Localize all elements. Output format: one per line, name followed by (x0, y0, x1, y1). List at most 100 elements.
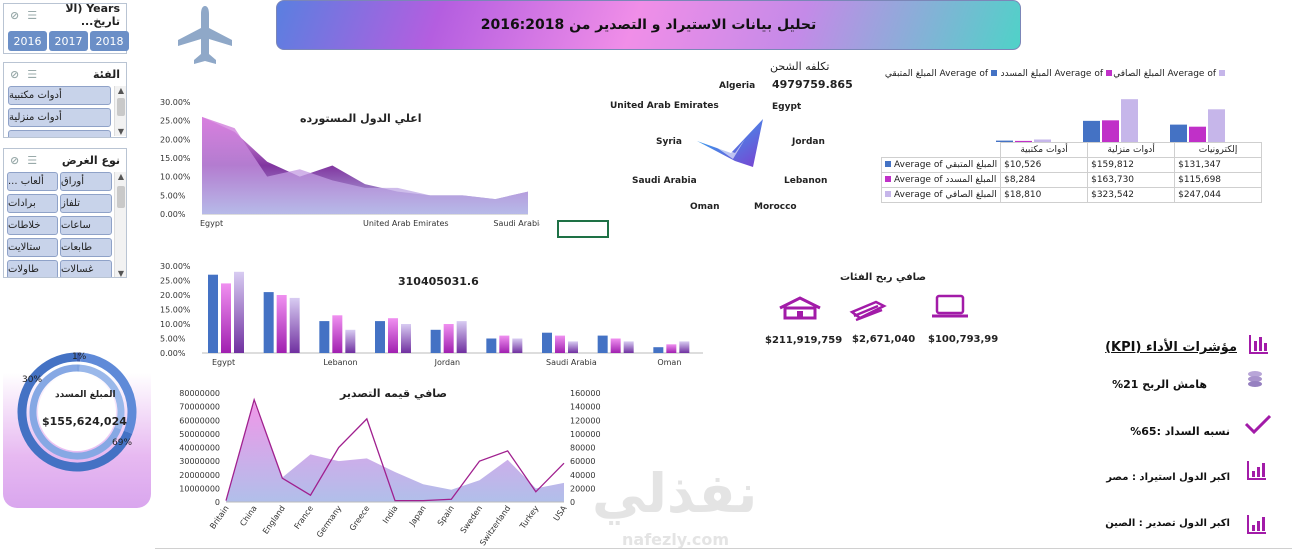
bar (332, 315, 343, 353)
purpose-item[interactable]: تلفاز (60, 194, 112, 213)
bar (1102, 120, 1119, 142)
category-office-item[interactable]: أدوات مكتبية (8, 86, 111, 105)
table-cell: $18,810 (1000, 187, 1089, 203)
map-country-label: Morocco (754, 202, 797, 212)
kpi-top-exporter: اكبر الدول تصدير : الصين (1105, 518, 1230, 529)
donut-outer-slice (80, 352, 137, 434)
title-banner: تحليل بيانات الاستيراد و التصدير من 2016… (276, 0, 1021, 50)
table-cell: $323,542 (1087, 187, 1176, 203)
table-cell: $8,284 (1000, 172, 1089, 188)
watermark-latin: nafezly.com (622, 530, 729, 549)
purpose-item[interactable]: ستالايت (7, 238, 58, 257)
laptop-icon (932, 294, 968, 318)
bar (1170, 124, 1187, 142)
export-line-series (225, 397, 565, 502)
bar (263, 292, 274, 353)
y-tick-label: 30.00% (160, 262, 191, 271)
table-cell: $115,698 (1174, 172, 1263, 188)
x-tick-label: Egypt (200, 219, 223, 228)
y-tick-label: 5.00% (160, 335, 186, 344)
legend-swatch (1106, 70, 1112, 76)
legend-swatch (885, 176, 891, 182)
clear-filter-icon[interactable]: ⊘ (10, 67, 20, 81)
purpose-item[interactable]: طاولات (7, 260, 58, 277)
sheet-bottom-border (155, 548, 1292, 549)
country-share-bar-chart: 0.00% 5.00% 10.00% 15.00% 20.00% 25.00% 30.00%… (160, 262, 703, 367)
purpose-item[interactable]: طابعات (60, 238, 112, 257)
y2-tick-label: 120000 (570, 416, 601, 425)
y2-tick-label: 60000 (570, 457, 595, 466)
purpose-item[interactable]: خلاطات (7, 216, 58, 235)
bar (512, 338, 523, 353)
x-tick-label: Oman (657, 358, 681, 367)
legend-item: Average of المبلغ الصافي (1113, 69, 1225, 79)
average-data-table: أدوات مكتبية أدوات منزلية إلكترونيات Ave… (880, 142, 1263, 203)
bar (430, 329, 441, 353)
map-country-label: Saudi Arabia (632, 176, 697, 186)
map-country-label: Syria (656, 137, 682, 147)
y2-tick-label: 20000 (570, 484, 595, 493)
purpose-item[interactable]: أوراق (60, 172, 112, 191)
x-tick-label: Germany (315, 504, 344, 539)
category-home-item[interactable]: أدوات منزلية (8, 108, 111, 127)
bar (486, 338, 497, 353)
table-cell: $247,044 (1174, 187, 1263, 203)
years-slicer-title: Years (الا تاريخ... (65, 2, 120, 28)
table-row: Average of المبلغ المسدد $8,284 $163,730… (880, 172, 1263, 188)
purpose-scrollbar[interactable]: ▲ ▼ (114, 172, 126, 278)
category-scrollbar[interactable]: ▲ ▼ (114, 86, 126, 136)
x-tick-label: Spain (436, 504, 456, 527)
bar (666, 344, 677, 353)
table-header: أدوات مكتبية (1000, 142, 1089, 158)
bar (345, 329, 356, 353)
airplane-icon (178, 6, 232, 64)
multi-select-icon[interactable]: ☰ (27, 8, 38, 22)
purpose-item[interactable]: ألعاب ... (7, 172, 58, 191)
purpose-item[interactable]: برادات (7, 194, 58, 213)
year-2016-button[interactable]: 2016 (8, 31, 47, 51)
scroll-down-icon[interactable]: ▼ (117, 269, 125, 278)
y-tick-label: 5.00% (160, 191, 186, 200)
scroll-up-icon[interactable]: ▲ (117, 172, 125, 181)
category-more-item[interactable] (8, 130, 111, 137)
year-2017-button[interactable]: 2017 (49, 31, 88, 51)
shipping-cost-value: 4979759.865 (772, 78, 853, 91)
y-tick-label: 0 (215, 498, 220, 507)
map-country-label: United Arab Emirates (610, 101, 719, 111)
selected-cell[interactable] (557, 220, 609, 238)
check-icon (1244, 414, 1272, 435)
table-row: Average of المبلغ المتبقي $10,526 $159,8… (880, 157, 1263, 173)
years-slicer: ⊘ ☰ Years (الا تاريخ... 2016 2017 2018 (3, 2, 129, 54)
house-icon (779, 296, 821, 320)
y2-tick-label: 160000 (570, 389, 601, 398)
y-tick-label: 25.00% (160, 277, 191, 286)
bar (234, 271, 244, 353)
x-tick-label: Japan (407, 504, 428, 528)
purpose-slicer: ⊘ ☰ نوع الغرض أوراق ألعاب ... تلفاز برادا… (3, 148, 127, 278)
multi-select-icon[interactable]: ☰ (27, 153, 38, 167)
legend-swatch (991, 70, 997, 76)
scroll-down-icon[interactable]: ▼ (117, 127, 125, 136)
multi-select-icon[interactable]: ☰ (27, 67, 38, 81)
purpose-item[interactable]: غسالات (60, 260, 112, 277)
bar (1189, 126, 1206, 142)
export-area-series (226, 402, 564, 502)
row-label: Average of المبلغ الصافي (894, 190, 997, 200)
profit-value-home: $211,919,759 (765, 335, 843, 346)
x-tick-label: Saudi Arabia (493, 219, 540, 228)
profit-value-office: $2,671,040 (852, 334, 916, 345)
table-row: Average of المبلغ الصافي $18,810 $323,54… (880, 187, 1263, 203)
purpose-item[interactable]: ساعات (60, 216, 112, 235)
year-2018-button[interactable]: 2018 (90, 31, 129, 51)
growth-chart-icon (1247, 515, 1266, 534)
bar (653, 347, 664, 353)
clear-filter-icon[interactable]: ⊘ (10, 153, 20, 167)
scroll-up-icon[interactable]: ▲ (117, 86, 125, 95)
bar (319, 321, 330, 353)
map-country-label: Oman (690, 202, 720, 212)
x-tick-label: Sweden (459, 504, 485, 535)
y-tick-label: 30000000 (179, 457, 220, 466)
clear-filter-icon[interactable]: ⊘ (10, 8, 20, 22)
map-country-label: Algeria (719, 81, 756, 91)
bar (568, 341, 578, 353)
